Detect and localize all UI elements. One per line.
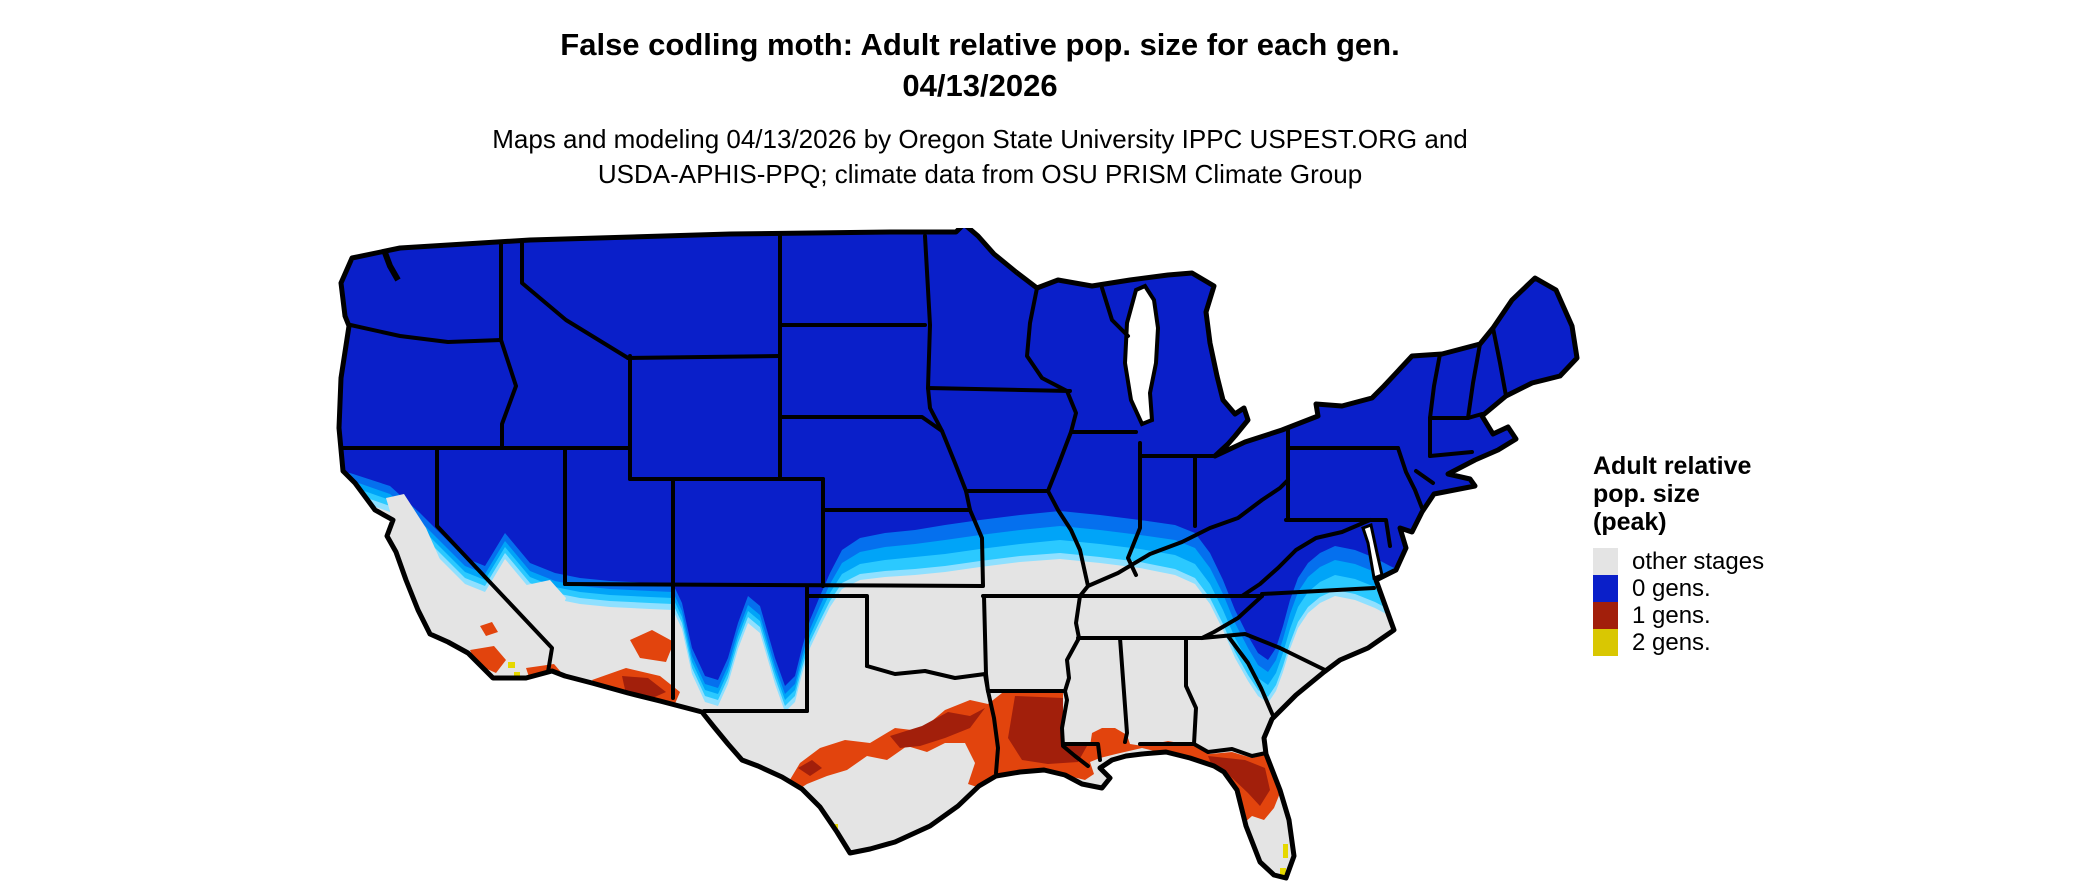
title-line-2: 04/13/2026 <box>902 68 1058 103</box>
legend-swatch-1 <box>1593 575 1618 602</box>
legend-swatch-3 <box>1593 629 1618 656</box>
conus-outline <box>336 221 1580 881</box>
subtitle-line-2: USDA-APHIS-PPQ; climate data from OSU PR… <box>597 159 1363 189</box>
orange-la-basin <box>470 646 506 673</box>
title-line-1: False codling moth: Adult relative pop. … <box>560 27 1400 62</box>
orange-central-ca-spot <box>480 622 498 636</box>
orange-arizona-north <box>630 630 674 662</box>
lake-michigan <box>1122 283 1161 427</box>
gray-south-nevada <box>522 580 566 624</box>
legend-label-3: 2 gens. <box>1632 628 1711 656</box>
map-legend: Adult relative pop. size (peak) other st… <box>1593 452 1893 656</box>
legend-label-0: other stages <box>1632 547 1765 575</box>
legend-swatch-2 <box>1593 602 1618 629</box>
legend-title-line-2: pop. size <box>1593 480 1700 508</box>
puget-sound <box>381 248 401 282</box>
legend-swatch-0 <box>1593 548 1618 575</box>
legend-row-3: 2 gens. <box>1593 629 1893 656</box>
legend-row-0: other stages <box>1593 548 1893 575</box>
gray-central-valley <box>386 494 457 621</box>
legend-row-1: 0 gens. <box>1593 575 1893 602</box>
legend-title-line-3: (peak) <box>1593 508 1667 536</box>
legend-items: other stages 0 gens. 1 gens. 2 gens. <box>1593 548 1893 656</box>
red-core-bigbend <box>798 760 822 776</box>
red-core-florida <box>1208 756 1270 806</box>
legend-row-2: 1 gens. <box>1593 602 1893 629</box>
legend-label-1: 0 gens. <box>1632 574 1711 602</box>
page-title: False codling moth: Adult relative pop. … <box>0 24 1960 106</box>
subtitle-line-1: Maps and modeling 04/13/2026 by Oregon S… <box>492 124 1468 154</box>
us-choropleth-map <box>330 221 1592 892</box>
us-map-svg <box>336 221 1580 881</box>
legend-title-line-1: Adult relative <box>1593 452 1752 480</box>
page-subtitle: Maps and modeling 04/13/2026 by Oregon S… <box>0 122 1960 192</box>
red-core-texas <box>890 708 985 748</box>
state-borders <box>339 234 1508 775</box>
legend-label-2: 1 gens. <box>1632 601 1711 629</box>
